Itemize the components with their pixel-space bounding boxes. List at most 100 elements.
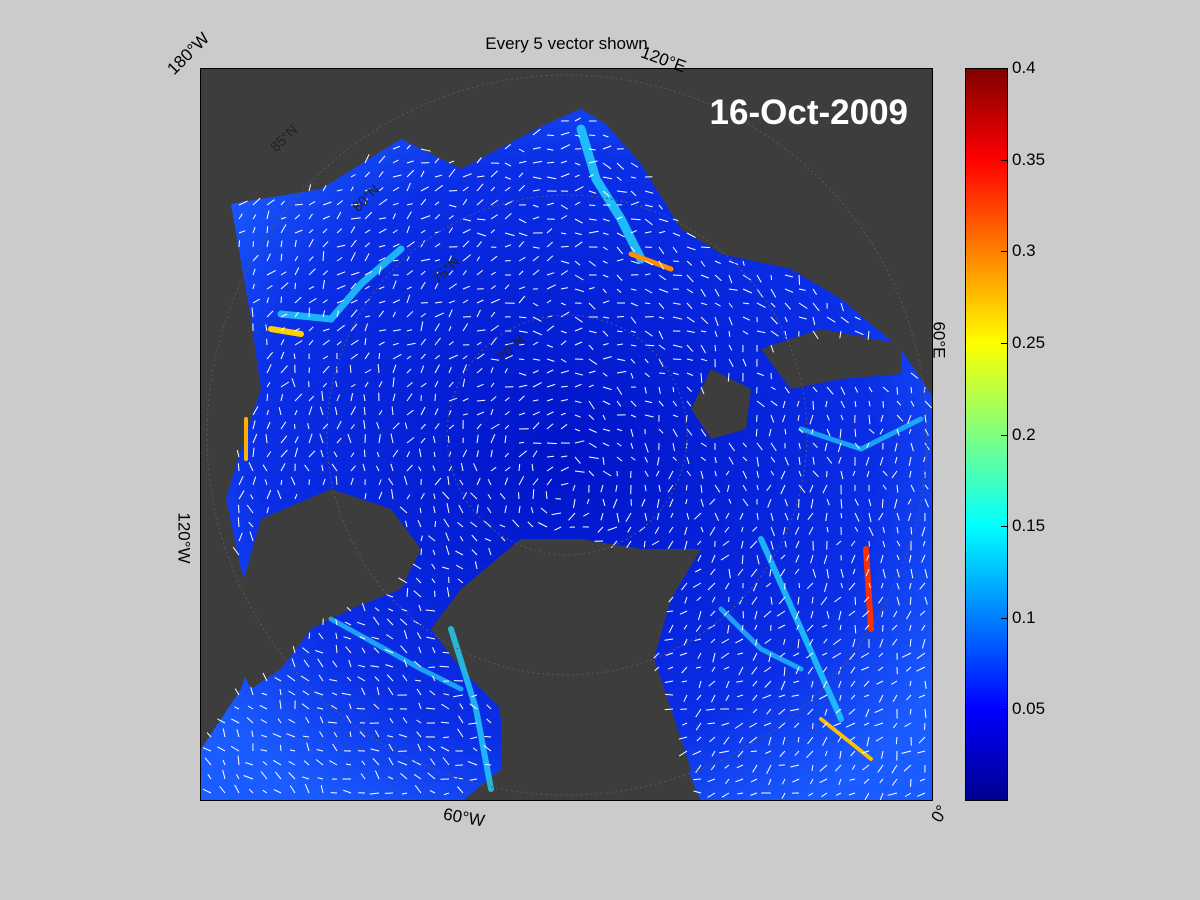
- drift-vector: [922, 540, 926, 547]
- drift-vector: [896, 582, 900, 590]
- drift-vector: [386, 634, 394, 640]
- drift-vector: [387, 687, 394, 696]
- drift-vector: [658, 246, 665, 255]
- drift-vector: [462, 173, 472, 178]
- drift-vector: [476, 399, 486, 402]
- drift-vector: [850, 694, 856, 700]
- drift-vector: [308, 450, 316, 458]
- drift-vector: [725, 778, 730, 784]
- drift-vector: [356, 708, 366, 710]
- drift-vector: [440, 721, 450, 724]
- drift-vector: [808, 526, 814, 535]
- drift-vector: [373, 703, 380, 710]
- drift-vector: [776, 610, 786, 617]
- drift-vector: [532, 330, 543, 336]
- drift-vector: [364, 298, 370, 304]
- drift-vector: [692, 582, 702, 588]
- drift-vector: [588, 174, 594, 178]
- drift-vector: [336, 284, 346, 290]
- drift-vector: [770, 470, 775, 476]
- drift-vector: [378, 286, 385, 290]
- drift-vector: [700, 428, 707, 437]
- drift-vector: [850, 540, 856, 547]
- date-stamp: 16-Oct-2009: [709, 93, 908, 132]
- drift-vector: [656, 512, 660, 521]
- drift-vector: [887, 792, 898, 796]
- drift-vector: [910, 568, 914, 579]
- drift-vector: [434, 184, 444, 192]
- lon-label-120w: 120°W: [174, 512, 194, 564]
- drift-vector: [763, 610, 772, 618]
- drift-vector: [406, 270, 414, 276]
- drift-vector: [406, 329, 413, 332]
- drift-vector: [868, 582, 871, 589]
- drift-vector: [878, 652, 884, 658]
- drift-vector: [728, 302, 733, 308]
- drift-vector: [434, 408, 439, 416]
- drift-vector: [784, 386, 790, 394]
- drift-vector: [742, 498, 749, 507]
- drift-vector: [413, 773, 422, 780]
- drift-vector: [770, 344, 774, 353]
- drift-vector: [833, 638, 842, 646]
- drift-vector: [350, 282, 357, 290]
- drift-vector: [230, 745, 240, 752]
- drift-vector: [840, 400, 845, 409]
- drift-vector: [686, 372, 694, 376]
- drift-vector: [560, 482, 569, 486]
- drift-vector: [504, 466, 511, 472]
- drift-vector: [462, 299, 469, 304]
- drift-vector: [392, 229, 398, 234]
- drift-vector: [336, 310, 339, 318]
- drift-vector: [849, 778, 856, 781]
- drift-vector: [546, 272, 555, 276]
- drift-vector: [546, 161, 555, 164]
- drift-vector: [388, 608, 394, 612]
- drift-vector: [625, 512, 632, 522]
- drift-vector: [280, 351, 285, 360]
- drift-vector: [392, 186, 400, 192]
- drift-vector: [486, 507, 492, 514]
- drift-vector: [752, 526, 758, 532]
- drift-vector: [917, 750, 926, 754]
- drift-vector: [375, 465, 380, 472]
- drift-vector: [238, 504, 240, 514]
- drift-vector: [231, 718, 240, 724]
- drift-vector: [490, 358, 500, 361]
- drift-vector: [910, 526, 913, 535]
- drift-vector: [345, 763, 352, 766]
- drift-vector: [751, 666, 758, 675]
- drift-vector: [602, 274, 609, 278]
- drift-vector: [694, 512, 702, 520]
- drift-vector: [798, 470, 802, 477]
- drift-vector: [294, 267, 300, 276]
- drift-vector: [824, 582, 828, 593]
- drift-vector: [849, 736, 856, 742]
- drift-vector: [350, 323, 358, 332]
- drift-vector: [819, 778, 828, 784]
- drift-vector: [742, 260, 745, 266]
- drift-vector: [588, 260, 596, 267]
- drift-vector: [532, 489, 535, 500]
- drift-vector: [546, 241, 553, 248]
- drift-vector: [448, 270, 454, 276]
- drift-vector: [678, 736, 688, 740]
- drift-vector: [273, 789, 282, 794]
- drift-vector: [644, 386, 647, 394]
- drift-vector: [780, 568, 786, 577]
- drift-vector: [476, 477, 481, 486]
- drift-vector: [574, 316, 583, 323]
- drift-vector: [364, 493, 367, 500]
- drift-vector: [448, 283, 458, 290]
- drift-vector: [504, 162, 512, 167]
- drift-vector: [574, 174, 580, 178]
- drift-vector: [448, 227, 454, 234]
- drift-vector: [616, 330, 623, 333]
- drift-vector: [433, 506, 436, 514]
- drift-vector: [336, 257, 343, 262]
- drift-vector: [854, 624, 857, 634]
- drift-vector: [485, 763, 492, 766]
- drift-vector: [462, 228, 471, 234]
- drift-vector: [308, 297, 317, 304]
- drift-vector: [798, 428, 804, 434]
